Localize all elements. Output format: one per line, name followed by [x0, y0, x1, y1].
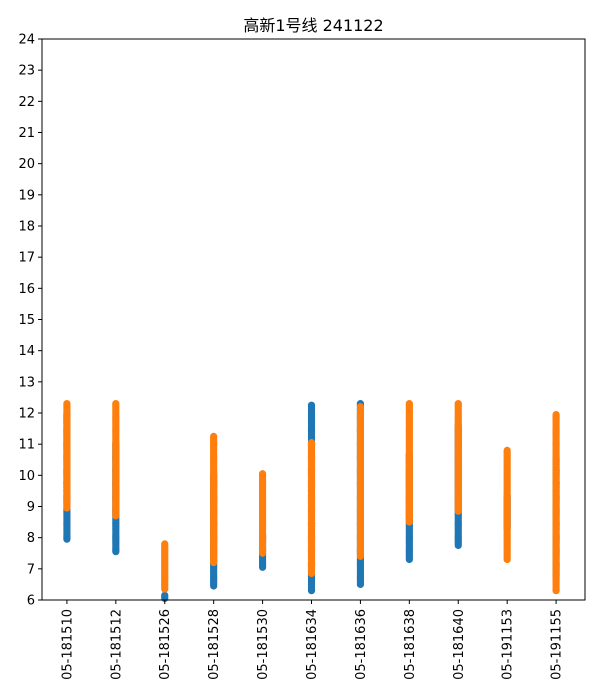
data-point — [454, 400, 462, 408]
chart-title: 高新1号线 241122 — [243, 16, 384, 35]
data-point — [210, 432, 218, 440]
x-tick-label: 05-181634 — [305, 609, 320, 680]
x-tick-label: 05-181512 — [109, 609, 124, 680]
y-tick-label: 7 — [27, 562, 35, 577]
series-1-column-1 — [112, 400, 120, 520]
data-point — [356, 403, 365, 411]
y-tick-label: 10 — [18, 469, 35, 484]
data-point — [405, 400, 413, 408]
y-tick-label: 22 — [18, 95, 35, 110]
plot-frame — [41, 38, 586, 601]
y-axis: 6 7 8 9 10 11 12 13 14 15 16 17 18 19 20 21 22 23 24 — [18, 33, 42, 609]
x-tick-label: 05-181530 — [256, 609, 271, 680]
series-1-column-7 — [405, 400, 413, 526]
data-point — [258, 470, 267, 478]
x-tick-label: 05-181638 — [403, 609, 418, 680]
y-tick-label: 20 — [18, 157, 35, 172]
y-tick-label: 6 — [27, 594, 35, 609]
data-point — [161, 591, 169, 599]
y-tick-label: 12 — [18, 407, 35, 422]
y-tick-label: 24 — [18, 33, 35, 48]
y-tick-label: 23 — [18, 64, 35, 79]
series-1-column-8 — [454, 400, 462, 515]
data-point — [503, 446, 511, 454]
y-tick-label: 19 — [18, 188, 35, 203]
data-point — [307, 439, 316, 447]
y-tick-label: 18 — [18, 220, 35, 235]
series-1-column-0 — [63, 400, 71, 512]
y-tick-label: 21 — [18, 126, 35, 141]
y-tick-label: 13 — [18, 375, 35, 390]
y-tick-label: 14 — [18, 344, 35, 359]
x-tick-label: 05-181526 — [158, 609, 173, 680]
x-tick-label: 05-191153 — [501, 609, 516, 680]
y-tick-label: 11 — [18, 438, 35, 453]
series-1-column-2 — [161, 540, 169, 593]
y-tick-label: 15 — [18, 313, 35, 328]
series-1-column-6 — [356, 403, 365, 560]
y-tick-label: 9 — [27, 500, 35, 515]
x-tick-label: 05-181510 — [60, 609, 75, 680]
x-tick-label: 05-181528 — [207, 609, 222, 680]
series-1-column-9 — [503, 446, 511, 564]
x-tick-label: 05-191155 — [550, 609, 565, 680]
data-marks — [63, 400, 560, 603]
series-1-column-4 — [258, 470, 267, 557]
data-point — [63, 400, 71, 408]
series-1-column-10 — [552, 410, 560, 595]
x-tick-label: 05-181636 — [354, 609, 369, 680]
series-1-column-3 — [210, 432, 218, 567]
y-tick-label: 8 — [27, 531, 35, 546]
x-axis: 05-181510 05-181512 05-181526 05-181528 05-1… — [60, 600, 565, 680]
data-point — [552, 410, 560, 419]
y-tick-label: 16 — [18, 282, 35, 297]
y-tick-label: 17 — [18, 251, 35, 266]
x-tick-label: 05-181640 — [452, 609, 467, 680]
data-point — [112, 400, 120, 408]
series-1-column-5 — [307, 439, 316, 578]
data-point — [307, 401, 316, 409]
data-point — [161, 540, 169, 548]
